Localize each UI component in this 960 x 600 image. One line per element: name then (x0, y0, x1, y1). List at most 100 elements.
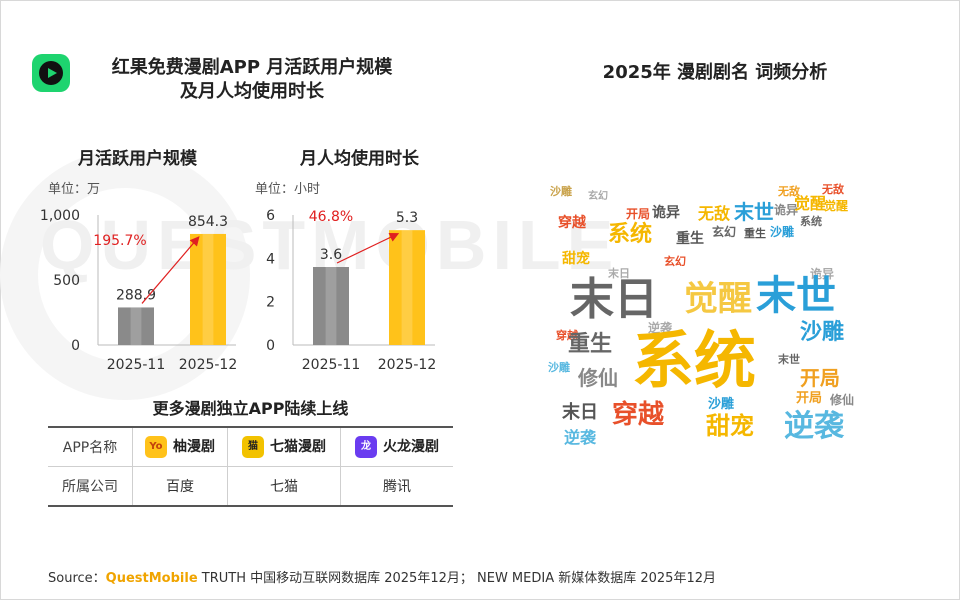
x-tick-label: 2025-12 (179, 357, 238, 373)
y-tick-label: 2 (266, 295, 275, 311)
cloud-word-large: 系统 (632, 324, 757, 397)
y-tick-label: 6 (266, 208, 275, 224)
mau-chart-title: 月活跃用户规模 (78, 149, 197, 169)
cloud-word: 末日 (608, 267, 630, 280)
mau-chart-unit: 单位：万 (48, 182, 101, 197)
page-title-right: 2025年 漫剧剧名 词频分析 (602, 62, 828, 83)
y-tick-label: 0 (71, 338, 80, 354)
cloud-word: 系统 (800, 215, 822, 228)
cloud-word: 修仙 (830, 393, 855, 407)
growth-arrow (336, 232, 400, 264)
y-tick-label: 500 (53, 273, 80, 289)
cloud-word-large: 末世 (756, 273, 836, 319)
source-text: TRUTH 中国移动互联网数据库 2025年12月； NEW MEDIA 新媒体… (197, 571, 716, 586)
cloud-word: 系统 (608, 222, 653, 247)
bar (389, 230, 425, 345)
cloud-word: 开局 (796, 391, 823, 406)
apps-table: APP名称 Yo 柚漫剧 猫七猫漫剧 龙火龙漫剧 所属公司 百度 七猫 腾讯 (48, 426, 453, 507)
cloud-word: 重生 (676, 231, 704, 247)
qimao-app-icon: 猫 (241, 436, 264, 458)
cloud-word-large: 觉醒 (684, 279, 752, 319)
x-tick-label: 2025-11 (107, 357, 166, 373)
cloud-word: 沙雕 (770, 225, 795, 239)
cloud-word: 末日 (562, 402, 598, 423)
cloud-word-large: 末日 (570, 274, 658, 325)
cloud-word: 觉醒 (794, 194, 827, 213)
company-cell: 七猫 (226, 466, 341, 507)
y-tick-label: 0 (266, 338, 275, 354)
cloud-word: 穿越 (556, 329, 578, 342)
cloud-word: 无敌 (698, 204, 731, 223)
cloud-word: 玄幻 (664, 255, 686, 268)
bar (118, 307, 154, 345)
cloud-word-large: 甜宠 (706, 412, 754, 440)
cloud-word-large: 穿越 (612, 400, 665, 430)
cloud-word: 沙雕 (708, 397, 735, 412)
cloud-word: 沙雕 (548, 361, 570, 374)
cloud-word: 穿越 (558, 215, 586, 231)
growth-label: 46.8% (309, 209, 353, 225)
bar-highlight (401, 230, 413, 345)
cloud-word: 末世 (734, 200, 774, 224)
app-cell-youmanju: Yo 柚漫剧 (132, 426, 228, 467)
duration-chart-unit: 单位：小时 (255, 182, 321, 197)
bar-highlight (202, 233, 214, 345)
source-note: Source：QuestMobile TRUTH 中国移动互联网数据库 2025… (48, 567, 716, 586)
cloud-word: 觉醒 (824, 199, 849, 213)
app-name: 七猫漫剧 (269, 439, 326, 455)
cloud-word: 逆袭 (564, 428, 597, 447)
cloud-word: 沙雕 (800, 320, 845, 345)
bar-value-label: 288.9 (116, 287, 156, 303)
questmobile-brand: QuestMobile (105, 571, 198, 586)
source-prefix: Source： (48, 571, 106, 586)
cloud-word: 诡异 (652, 205, 680, 221)
cloud-word: 诡异 (810, 267, 835, 281)
bar-highlight (130, 307, 142, 345)
cloud-word: 无敌 (822, 183, 844, 196)
cloud-word: 开局 (626, 207, 651, 221)
title-line-2: 及月人均使用时长 (180, 81, 324, 102)
x-tick-label: 2025-12 (378, 357, 437, 373)
y-tick-label: 1,000 (40, 208, 80, 224)
cloud-word-large: 逆袭 (784, 409, 844, 444)
cloud-word: 沙雕 (550, 185, 572, 198)
page-title-left: 红果免费漫剧APP 月活跃用户规模 及月人均使用时长 (82, 56, 422, 104)
title-line-1: 红果免费漫剧APP 月活跃用户规模 (111, 57, 393, 78)
app-name: 火龙漫剧 (383, 439, 439, 455)
cloud-word: 重生 (568, 332, 613, 357)
cloud-word: 修仙 (578, 366, 618, 390)
cloud-word: 末世 (778, 353, 800, 366)
row-label-app-name: APP名称 (48, 426, 133, 467)
cloud-word: 重生 (744, 227, 766, 240)
bar-value-label: 854.3 (188, 214, 228, 230)
table-row: APP名称 Yo 柚漫剧 猫七猫漫剧 龙火龙漫剧 (48, 426, 453, 467)
cloud-word: 玄幻 (712, 225, 737, 239)
mau-bar-chart: 1,000 500 0 288.9 2025-11 854.3 2025-12 195.7% (40, 208, 238, 373)
row-label-company: 所属公司 (48, 466, 133, 507)
duration-chart-title: 月人均使用时长 (300, 149, 419, 169)
company-cell: 百度 (132, 466, 228, 507)
word-cloud: 沙雕 玄幻 开局 诡异 无敌 无敌 觉醒 无敌 末世 诡异 觉醒 系统 穿越 系… (548, 182, 868, 450)
app-cell-qimao: 猫七猫漫剧 (226, 426, 341, 467)
growth-arrow (141, 236, 200, 304)
hongguo-app-icon (32, 54, 70, 92)
bar-value-label: 5.3 (396, 210, 418, 226)
cloud-word: 开局 (800, 366, 840, 390)
cloud-word: 甜宠 (562, 251, 590, 267)
bar-highlight (325, 267, 337, 345)
table-row: 所属公司 百度 七猫 腾讯 (48, 466, 453, 507)
growth-label: 195.7% (93, 233, 146, 249)
cloud-word: 逆袭 (648, 321, 673, 335)
bar-value-label: 3.6 (320, 247, 342, 263)
duration-bar-chart: 6 4 2 0 3.6 2025-11 5.3 2025-12 46.8% (266, 208, 437, 373)
app-name: 柚漫剧 (172, 439, 215, 455)
company-cell: 腾讯 (340, 466, 453, 507)
y-tick-label: 4 (266, 251, 275, 267)
apps-section-title: 更多漫剧独立APP陆续上线 (152, 399, 349, 418)
cloud-word: 诡异 (774, 203, 799, 217)
bar (313, 267, 349, 345)
huolong-app-icon: 龙 (355, 436, 377, 458)
x-tick-label: 2025-11 (302, 357, 361, 373)
bar (190, 233, 226, 345)
cloud-word: 玄幻 (588, 191, 608, 202)
